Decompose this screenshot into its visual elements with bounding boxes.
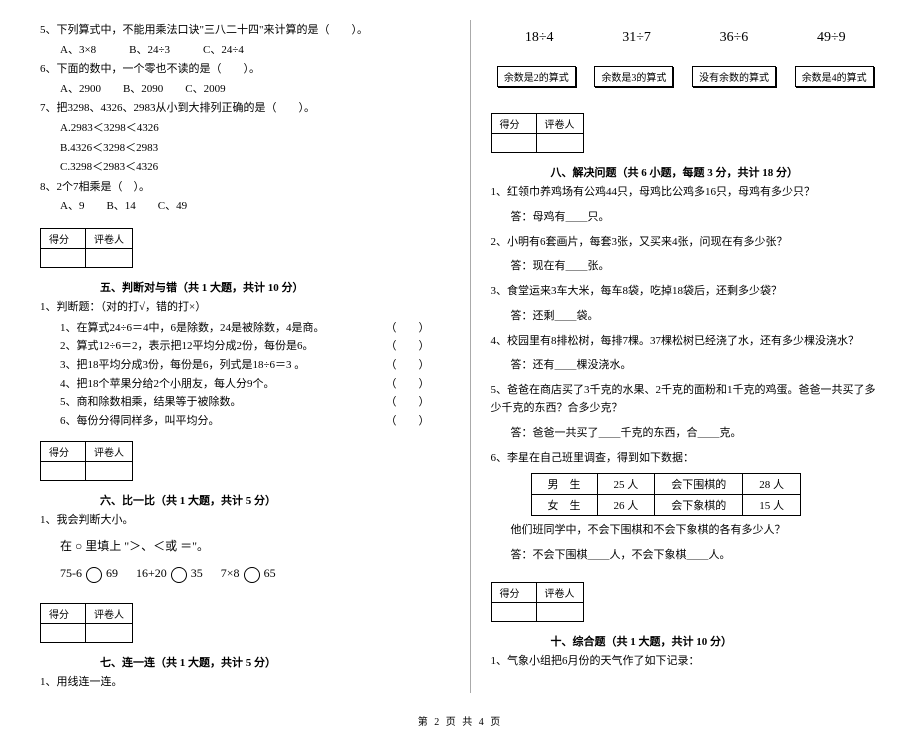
score-box-5: 得分评卷人 (40, 228, 133, 268)
s8-a1: 答：母鸡有＿＿只。 (511, 208, 881, 224)
s8-a5: 答：爸爸一共买了＿＿千克的东西，合＿＿克。 (511, 424, 881, 440)
s8-q6: 6、李星在自己班里调查，得到如下数据： (491, 450, 881, 468)
table-cell: 女 生 (531, 495, 597, 516)
score-label: 得分 (41, 228, 86, 248)
judge-2: 2、算式12÷6＝2，表示把12平均分成2份，每份是6。（ ） (60, 337, 430, 356)
score-box-10: 得分评卷人 (491, 582, 584, 622)
circle-blank[interactable] (171, 567, 187, 583)
q6-opts: A、2900 B、2090 C、2009 (60, 81, 430, 99)
q7-stem: 7、把3298、4326、2983从小到大排列正确的是（ ）。 (40, 100, 430, 118)
compare-row: 75-669 16+2035 7×865 (60, 566, 430, 582)
q7-a: A.2983＜3298＜4326 (60, 120, 430, 138)
div-expr: 49÷9 (817, 30, 846, 46)
page-footer: 第 2 页 共 4 页 (40, 713, 880, 728)
s8-q6b: 他们班同学中，不会下围棋和不会下象棋的各有多少人？ (511, 522, 881, 540)
score-box-7: 得分评卷人 (40, 603, 133, 643)
score-box-6: 得分评卷人 (40, 441, 133, 481)
score-box-8: 得分评卷人 (491, 113, 584, 153)
sec7-q: 1、用线连一连。 (40, 674, 430, 692)
sec6-hint: 在 ○ 里填上 "＞、＜或 ＝"。 (60, 537, 430, 556)
left-column: 5、下列算式中，不能用乘法口诀"三八二十四"来计算的是（ ）。 A、3×8 B、… (40, 20, 430, 693)
cat-box: 余数是3的算式 (594, 66, 673, 87)
grader-label: 评卷人 (86, 228, 133, 248)
right-column: 18÷4 31÷7 36÷6 49÷9 余数是2的算式 余数是3的算式 没有余数… (470, 20, 881, 693)
s8-q2: 2、小明有6套画片，每套3张，又买来4张，问现在有多少张？ (491, 234, 881, 252)
s8-a6: 答：不会下围棋＿＿人，不会下象棋＿＿人。 (511, 546, 881, 562)
div-expr: 36÷6 (720, 30, 749, 46)
table-cell: 会下象棋的 (655, 495, 743, 516)
judge-6: 6、每份分得同样多，叫平均分。（ ） (60, 412, 430, 431)
cat-box: 余数是2的算式 (497, 66, 576, 87)
s8-q1: 1、红领巾养鸡场有公鸡44只，母鸡比公鸡多16只，母鸡有多少只？ (491, 184, 881, 202)
section-6-title: 六、比一比（共 1 大题，共计 5 分） (100, 492, 430, 508)
sec5-lead: 1、判断题：（对的打√，错的打×） (40, 299, 430, 317)
q5-opts: A、3×8 B、24÷3 C、24÷4 (60, 42, 430, 60)
table-cell: 26 人 (597, 495, 655, 516)
s8-a2: 答：现在有＿＿张。 (511, 257, 881, 273)
judge-5: 5、商和除数相乘，结果等于被除数。（ ） (60, 393, 430, 412)
survey-table: 男 生 25 人 会下围棋的 28 人 女 生 26 人 会下象棋的 15 人 (531, 473, 802, 516)
section-5-title: 五、判断对与错（共 1 大题，共计 10 分） (100, 279, 430, 295)
div-expr: 18÷4 (525, 30, 554, 46)
div-expr: 31÷7 (622, 30, 651, 46)
section-7-title: 七、连一连（共 1 大题，共计 5 分） (100, 654, 430, 670)
circle-blank[interactable] (244, 567, 260, 583)
cat-box: 余数是4的算式 (795, 66, 874, 87)
q7-b: B.4326＜3298＜2983 (60, 140, 430, 158)
s8-a3: 答：还剩＿＿袋。 (511, 307, 881, 323)
judge-3: 3、把18平均分成3份，每份是6，列式是18÷6＝3 。（ ） (60, 356, 430, 375)
judge-4: 4、把18个苹果分给2个小朋友，每人分9个。（ ） (60, 375, 430, 394)
s8-a4: 答：还有＿＿棵没浇水。 (511, 356, 881, 372)
table-cell: 28 人 (743, 474, 801, 495)
section-10-title: 十、综合题（共 1 大题，共计 10 分） (551, 633, 881, 649)
q8-stem: 8、2个7相乘是（ ）。 (40, 179, 430, 197)
q7-c: C.3298＜2983＜4326 (60, 159, 430, 177)
q5-stem: 5、下列算式中，不能用乘法口诀"三八二十四"来计算的是（ ）。 (40, 22, 430, 40)
category-row: 余数是2的算式 余数是3的算式 没有余数的算式 余数是4的算式 (491, 66, 881, 87)
q8-opts: A、9 B、14 C、49 (60, 198, 430, 216)
s8-q3: 3、食堂运来3车大米，每车8袋，吃掉18袋后，还剩多少袋？ (491, 283, 881, 301)
q6-stem: 6、下面的数中，一个零也不读的是（ ）。 (40, 61, 430, 79)
s8-q5: 5、爸爸在商店买了3千克的水果、2千克的面粉和1千克的鸡蛋。爸爸一共买了多少千克… (491, 382, 881, 417)
sec6-q: 1、我会判断大小。 (40, 512, 430, 530)
table-cell: 会下围棋的 (655, 474, 743, 495)
table-cell: 15 人 (743, 495, 801, 516)
section-8-title: 八、解决问题（共 6 小题，每题 3 分，共计 18 分） (551, 164, 881, 180)
judge-1: 1、在算式24÷6＝4中，6是除数，24是被除数，4是商。（ ） (60, 319, 430, 338)
s8-q4: 4、校园里有8排松树，每排7棵。37棵松树已经浇了水，还有多少棵没浇水？ (491, 333, 881, 351)
table-cell: 男 生 (531, 474, 597, 495)
s10-q: 1、气象小组把6月份的天气作了如下记录： (491, 653, 881, 671)
cat-box: 没有余数的算式 (692, 66, 776, 87)
division-row: 18÷4 31÷7 36÷6 49÷9 (491, 30, 881, 46)
circle-blank[interactable] (86, 567, 102, 583)
table-cell: 25 人 (597, 474, 655, 495)
